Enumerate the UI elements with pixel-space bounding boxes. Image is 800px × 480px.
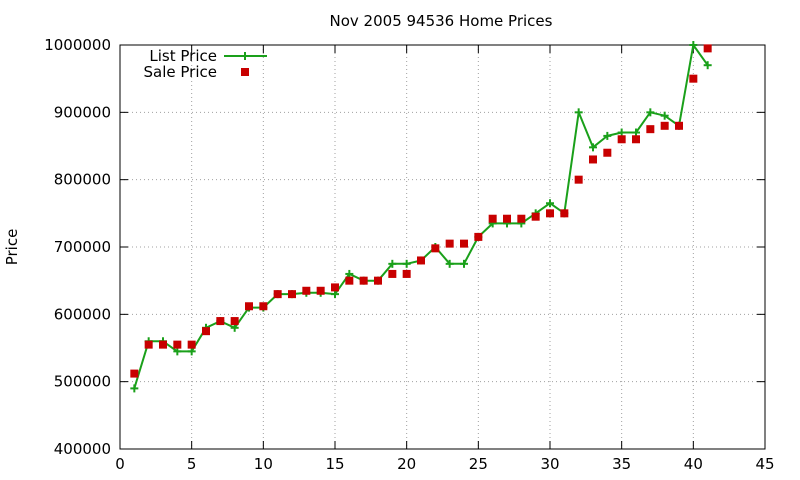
sale-price-point xyxy=(689,74,698,83)
list-price-point xyxy=(331,290,339,299)
y-tick-label: 600000 xyxy=(54,305,111,323)
sale-price-point xyxy=(417,256,425,265)
y-tick-label: 700000 xyxy=(54,238,111,256)
sale-price-point xyxy=(302,286,311,295)
sale-price-point xyxy=(216,317,225,326)
sale-price-point xyxy=(646,125,655,134)
list-price-point xyxy=(130,384,139,393)
sale-price-point xyxy=(288,290,296,299)
list-price-point xyxy=(546,199,554,208)
x-tick-label: 35 xyxy=(612,455,631,473)
x-tick-label: 40 xyxy=(684,455,703,473)
x-tick-label: 25 xyxy=(469,455,488,473)
list-price-point xyxy=(689,41,698,49)
x-tick-label: 0 xyxy=(115,455,125,473)
tick-layer: 0 5 10 15 20 25 30 35 40 45 400000 500000 600000 7000… xyxy=(44,36,774,473)
x-tick-label: 20 xyxy=(397,455,416,473)
y-tick-label: 400000 xyxy=(54,440,111,458)
list-price-point xyxy=(445,259,454,268)
legend-swatch-sale-price xyxy=(241,68,249,76)
sale-price-point xyxy=(259,302,268,311)
sale-price-point xyxy=(703,44,712,53)
sale-price-point xyxy=(144,340,153,349)
list-price-point xyxy=(617,128,626,137)
sale-price-point xyxy=(316,286,325,295)
x-tick-label: 15 xyxy=(325,455,344,473)
list-price-point xyxy=(660,111,669,120)
sale-price-point xyxy=(603,148,612,157)
y-tick-label: 1000000 xyxy=(44,36,111,54)
list-price-point xyxy=(230,323,239,332)
x-tick-label: 5 xyxy=(187,455,197,473)
sale-price-point xyxy=(517,214,526,223)
x-tick-label: 30 xyxy=(540,455,559,473)
y-tick-label: 900000 xyxy=(54,103,111,121)
sale-price-point xyxy=(531,212,540,221)
sale-price-point xyxy=(488,214,497,223)
sale-price-point xyxy=(230,317,239,326)
sale-price-point xyxy=(503,214,511,223)
sale-price-point xyxy=(388,269,397,278)
list-price-point xyxy=(646,108,655,117)
sale-price-point xyxy=(273,290,282,299)
y-tick-label: 800000 xyxy=(54,171,111,189)
sale-price-point xyxy=(445,239,454,248)
sale-price-point xyxy=(460,239,468,248)
list-price-line xyxy=(133,44,709,389)
sale-price-point xyxy=(331,283,339,292)
sale-price-point xyxy=(660,121,669,130)
sale-price-point xyxy=(617,135,626,144)
sale-price-point xyxy=(202,327,210,336)
sale-price-point xyxy=(345,276,354,285)
list-price-point xyxy=(173,347,182,356)
sale-price-point xyxy=(245,302,253,311)
list-price-point xyxy=(574,108,583,117)
sale-price-point xyxy=(187,340,196,349)
sale-price-point xyxy=(130,369,139,378)
sale-price-point xyxy=(560,209,569,218)
legend-label-list-price: List Price xyxy=(149,47,217,65)
list-price-point xyxy=(632,128,640,137)
list-price-point xyxy=(388,259,397,268)
list-price-point xyxy=(603,131,612,140)
sale-price-point xyxy=(359,276,368,285)
sale-price-point xyxy=(589,155,597,164)
sale-price-point xyxy=(173,340,182,349)
y-tick-label: 500000 xyxy=(54,373,111,391)
y-axis-label: Price xyxy=(3,229,21,266)
list-price-point xyxy=(460,259,468,268)
sale-price-point xyxy=(574,175,583,184)
x-tick-label: 10 xyxy=(254,455,273,473)
grid-layer xyxy=(120,45,765,449)
sale-price-point xyxy=(374,276,382,285)
sale-price-point xyxy=(159,340,167,349)
x-tick-label: 45 xyxy=(755,455,774,473)
list-price-point xyxy=(402,259,411,268)
sale-price-point xyxy=(402,269,411,278)
list-price-point xyxy=(703,61,712,70)
list-price-point xyxy=(345,269,354,278)
list-price-point xyxy=(589,143,597,152)
sale-price-point xyxy=(632,135,640,144)
legend-label-sale-price: Sale Price xyxy=(144,63,217,81)
sale-price-point xyxy=(474,232,483,241)
sale-price-point xyxy=(546,209,554,218)
chart-title: Nov 2005 94536 Home Prices xyxy=(330,12,553,30)
sale-price-point xyxy=(675,121,683,130)
sale-price-point xyxy=(431,244,440,253)
list-price-point xyxy=(187,347,196,356)
series-layer xyxy=(130,41,712,393)
